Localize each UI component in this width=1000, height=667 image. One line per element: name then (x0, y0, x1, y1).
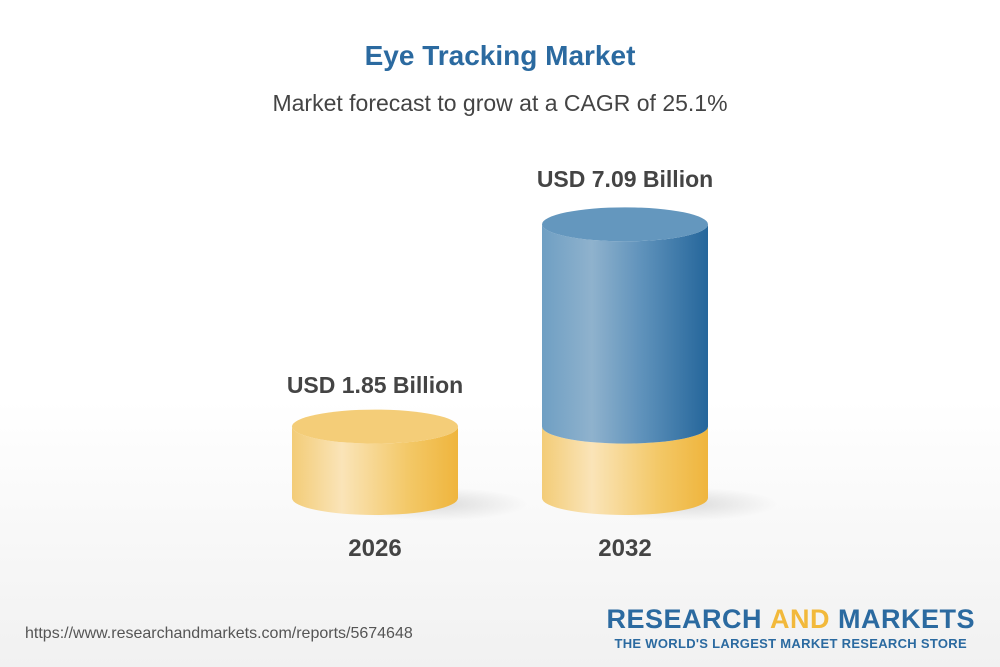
bar-base-2032 (542, 426, 708, 515)
bar-top-2032 (542, 207, 708, 242)
data-label-2032: USD 7.09 Billion (537, 166, 713, 192)
bar-base-2026 (292, 426, 458, 515)
bar-growth-2032 (542, 224, 708, 444)
bar-top-2026 (292, 409, 458, 444)
x-label-2026: 2026 (348, 535, 401, 562)
x-label-2032: 2032 (598, 535, 651, 562)
source-url[interactable]: https://www.researchandmarkets.com/repor… (25, 625, 413, 642)
data-label-2026: USD 1.85 Billion (287, 372, 463, 398)
research-and-markets-logo: RESEARCH AND MARKETS THE WORLD'S LARGEST… (606, 604, 975, 651)
chart-title: Eye Tracking Market (364, 40, 636, 71)
chart-subtitle: Market forecast to grow at a CAGR of 25.… (272, 90, 728, 116)
